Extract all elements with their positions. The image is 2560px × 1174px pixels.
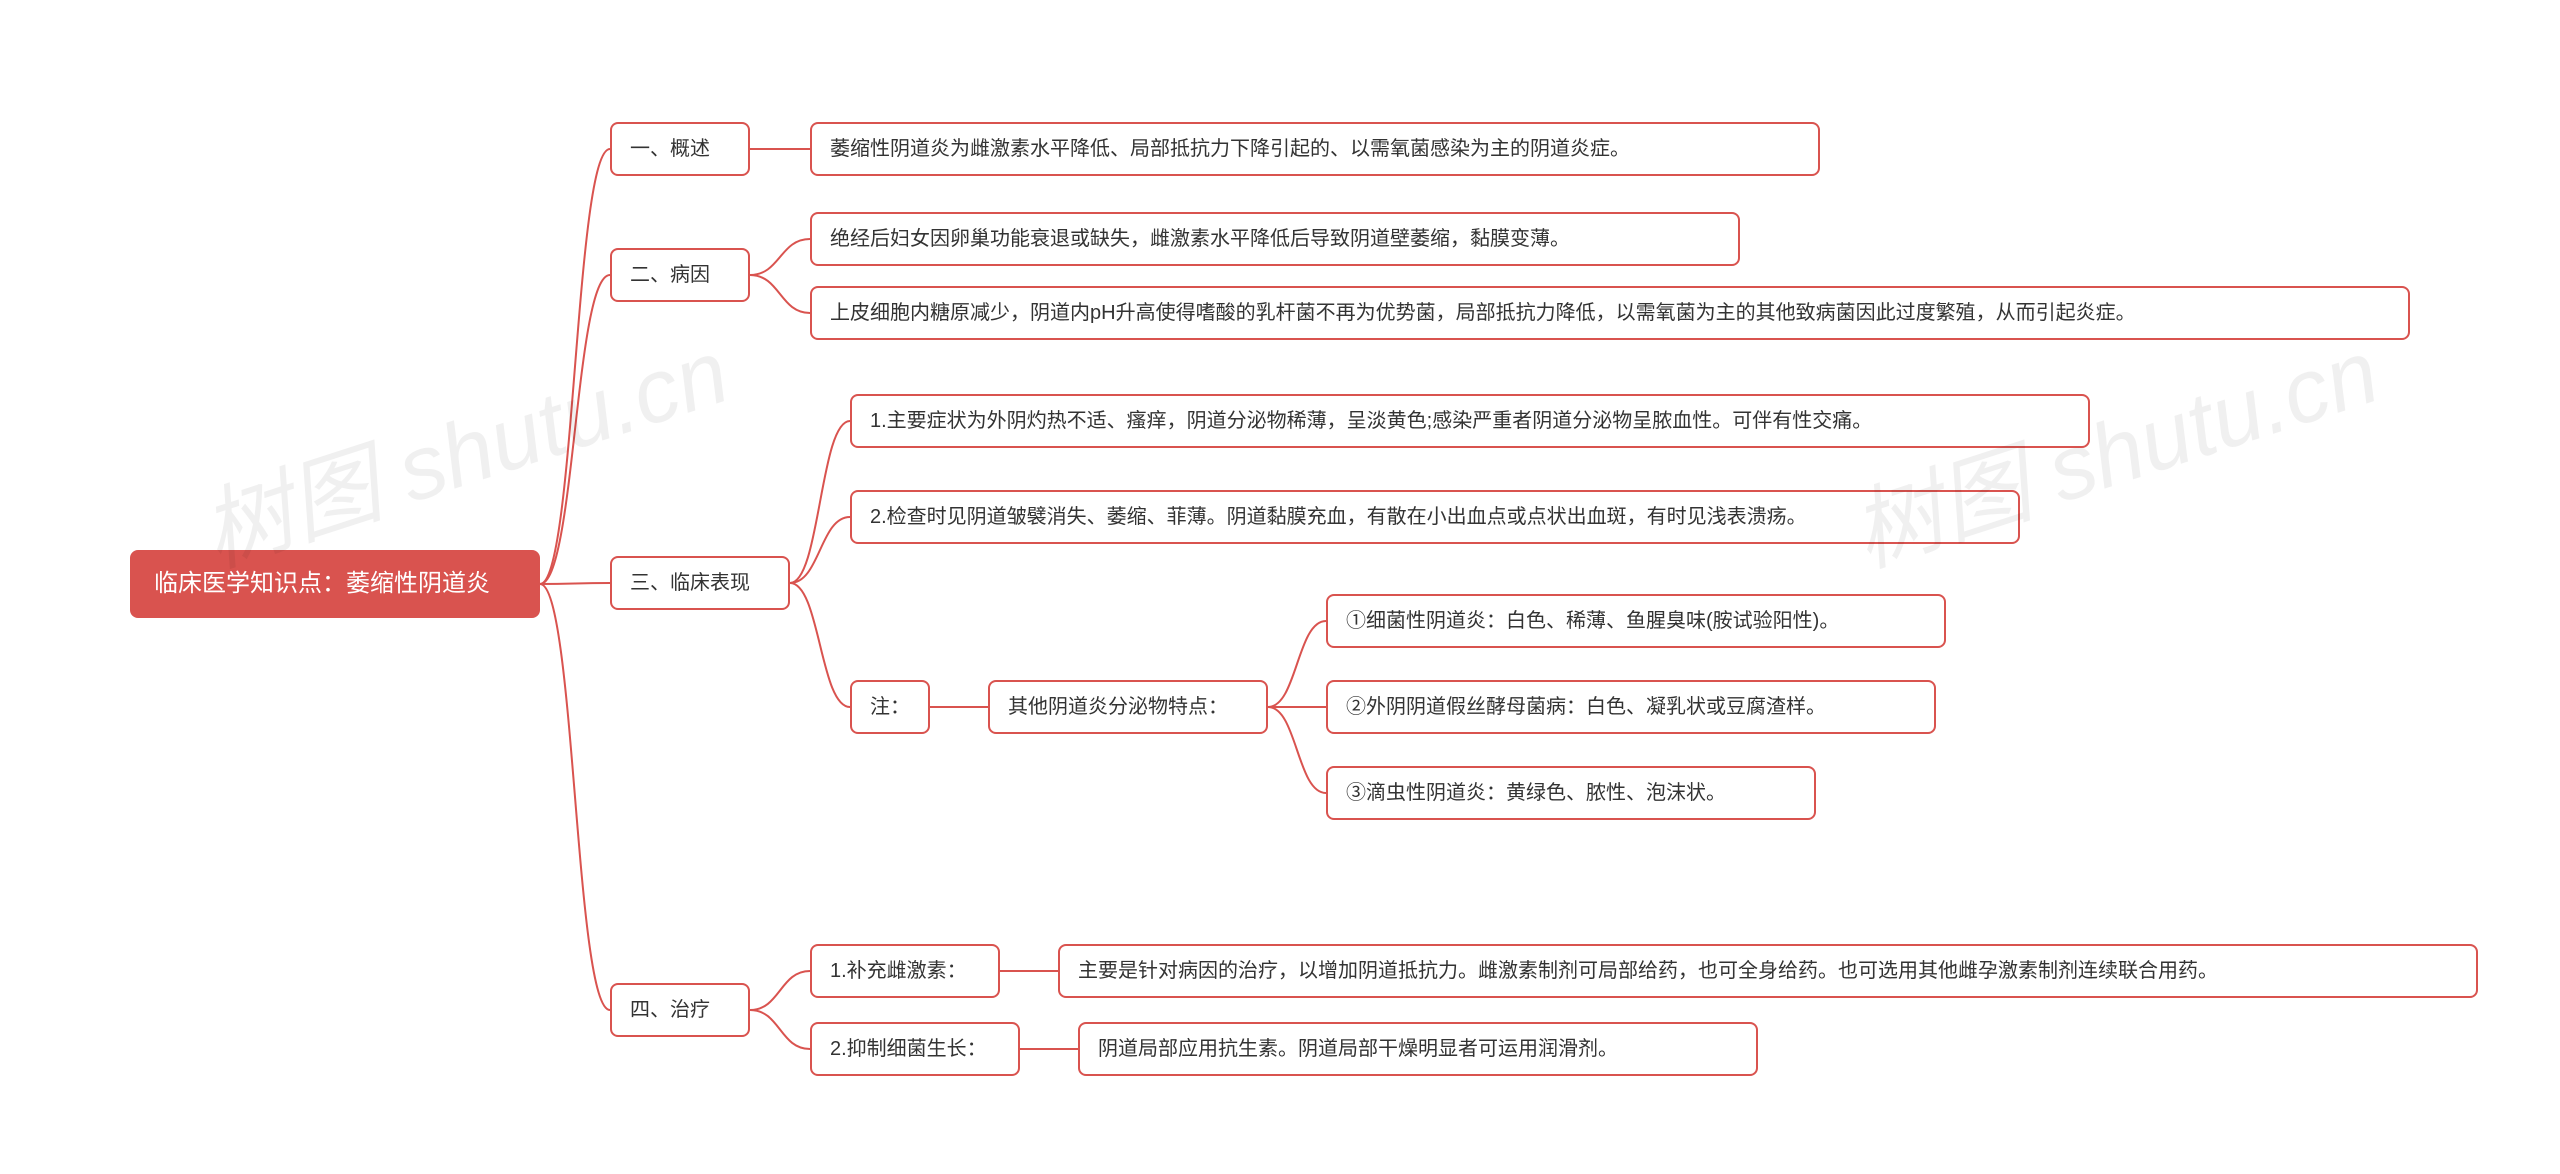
- watermark: 树图 shutu.cn: [183, 299, 742, 591]
- node-label: 临床医学知识点：萎缩性阴道炎: [154, 566, 490, 602]
- node-label: 2.检查时见阴道皱襞消失、萎缩、菲薄。阴道黏膜充血，有散在小出血点或点状出血斑，…: [870, 502, 1807, 532]
- mindmap-node[interactable]: ①细菌性阴道炎：白色、稀薄、鱼腥臭味(胺试验阳性)。: [1326, 594, 1946, 648]
- node-label: 主要是针对病因的治疗，以增加阴道抵抗力。雌激素制剂可局部给药，也可全身给药。也可…: [1078, 956, 2218, 986]
- mindmap-node[interactable]: 四、治疗: [610, 983, 750, 1037]
- mindmap-node[interactable]: 三、临床表现: [610, 556, 790, 610]
- mindmap-node[interactable]: 萎缩性阴道炎为雌激素水平降低、局部抵抗力下降引起的、以需氧菌感染为主的阴道炎症。: [810, 122, 1820, 176]
- node-label: 四、治疗: [630, 995, 710, 1025]
- node-label: 1.主要症状为外阴灼热不适、瘙痒，阴道分泌物稀薄，呈淡黄色;感染严重者阴道分泌物…: [870, 406, 1872, 436]
- node-label: ③滴虫性阴道炎：黄绿色、脓性、泡沫状。: [1346, 778, 1726, 808]
- mindmap-node[interactable]: 1.补充雌激素：: [810, 944, 1000, 998]
- mindmap-node[interactable]: 2.检查时见阴道皱襞消失、萎缩、菲薄。阴道黏膜充血，有散在小出血点或点状出血斑，…: [850, 490, 2020, 544]
- node-label: 一、概述: [630, 134, 710, 164]
- mindmap-node[interactable]: 注：: [850, 680, 930, 734]
- mindmap-node[interactable]: 主要是针对病因的治疗，以增加阴道抵抗力。雌激素制剂可局部给药，也可全身给药。也可…: [1058, 944, 2478, 998]
- mindmap-node[interactable]: 其他阴道炎分泌物特点：: [988, 680, 1268, 734]
- node-label: 萎缩性阴道炎为雌激素水平降低、局部抵抗力下降引起的、以需氧菌感染为主的阴道炎症。: [830, 134, 1630, 164]
- node-label: ②外阴阴道假丝酵母菌病：白色、凝乳状或豆腐渣样。: [1346, 692, 1826, 722]
- mindmap-node[interactable]: 二、病因: [610, 248, 750, 302]
- mindmap-node[interactable]: 2.抑制细菌生长：: [810, 1022, 1020, 1076]
- node-label: 三、临床表现: [630, 568, 750, 598]
- node-label: 阴道局部应用抗生素。阴道局部干燥明显者可运用润滑剂。: [1098, 1034, 1618, 1064]
- mindmap-node[interactable]: 绝经后妇女因卵巢功能衰退或缺失，雌激素水平降低后导致阴道壁萎缩，黏膜变薄。: [810, 212, 1740, 266]
- node-label: 二、病因: [630, 260, 710, 290]
- mindmap-node[interactable]: 1.主要症状为外阴灼热不适、瘙痒，阴道分泌物稀薄，呈淡黄色;感染严重者阴道分泌物…: [850, 394, 2090, 448]
- mindmap-node[interactable]: 上皮细胞内糖原减少，阴道内pH升高使得嗜酸的乳杆菌不再为优势菌，局部抵抗力降低，…: [810, 286, 2410, 340]
- node-label: 上皮细胞内糖原减少，阴道内pH升高使得嗜酸的乳杆菌不再为优势菌，局部抵抗力降低，…: [830, 298, 2136, 328]
- node-label: ①细菌性阴道炎：白色、稀薄、鱼腥臭味(胺试验阳性)。: [1346, 606, 1839, 636]
- node-label: 绝经后妇女因卵巢功能衰退或缺失，雌激素水平降低后导致阴道壁萎缩，黏膜变薄。: [830, 224, 1570, 254]
- node-label: 注：: [870, 692, 910, 722]
- mindmap-node[interactable]: 一、概述: [610, 122, 750, 176]
- node-label: 1.补充雌激素：: [830, 956, 967, 986]
- mindmap-node[interactable]: 阴道局部应用抗生素。阴道局部干燥明显者可运用润滑剂。: [1078, 1022, 1758, 1076]
- node-label: 其他阴道炎分泌物特点：: [1008, 692, 1228, 722]
- mindmap-node[interactable]: ②外阴阴道假丝酵母菌病：白色、凝乳状或豆腐渣样。: [1326, 680, 1936, 734]
- node-label: 2.抑制细菌生长：: [830, 1034, 987, 1064]
- root-node[interactable]: 临床医学知识点：萎缩性阴道炎: [130, 550, 540, 618]
- mindmap-node[interactable]: ③滴虫性阴道炎：黄绿色、脓性、泡沫状。: [1326, 766, 1816, 820]
